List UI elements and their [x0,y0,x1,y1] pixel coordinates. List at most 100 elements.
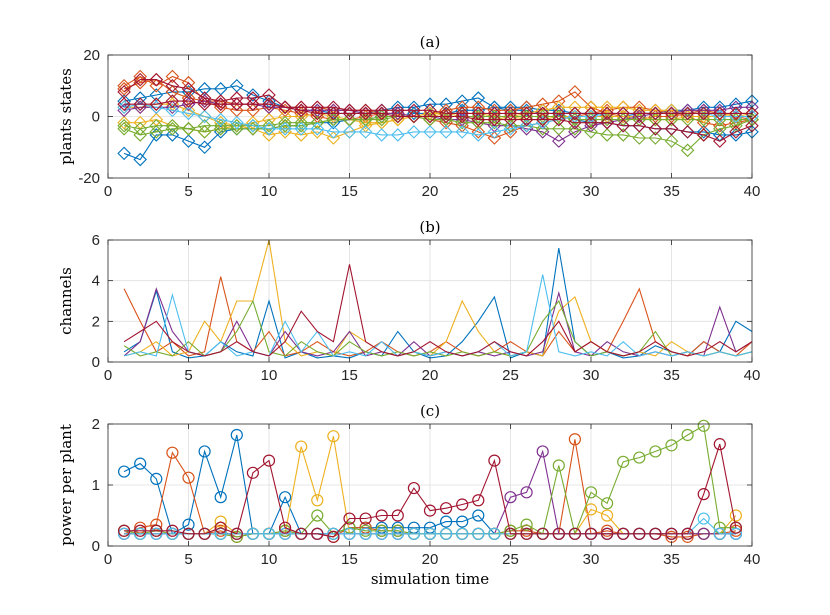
data-point [358,115,373,130]
data-point [648,122,663,136]
data-point [664,122,679,136]
data-point [471,128,486,142]
data-point [326,106,341,121]
data-point [696,125,711,139]
data-point [327,430,340,443]
data-point [230,97,244,111]
data-layer [117,419,743,543]
series-line [124,112,752,133]
data-point [326,125,341,139]
data-point [520,486,533,499]
data-point [696,112,711,127]
x-tick-label: 5 [184,367,192,384]
data-point [117,103,131,118]
data-point [197,97,212,111]
data-point [584,486,598,499]
data-point [535,106,550,121]
data-point [343,512,356,525]
data-point [680,109,695,124]
data-point [423,527,437,540]
data-point [327,530,340,543]
data-point [632,106,647,121]
data-point [664,112,679,127]
data-point [696,103,711,118]
data-point [166,446,179,459]
data-point [165,69,180,84]
data-point [600,524,614,537]
data-point [535,122,550,136]
data-point [681,527,694,540]
data-point [600,497,614,510]
x-tick-label: 35 [663,367,680,384]
data-layer [117,69,759,167]
data-point [358,103,373,118]
data-point [246,466,259,479]
data-point [568,115,582,130]
y-axis-label: plants states [57,68,75,165]
chart-title: (a) [420,33,441,51]
data-point [134,457,147,470]
series-line [123,115,753,151]
data-point [713,109,727,124]
data-point [182,471,195,484]
data-point [117,465,131,478]
x-tick-label: 20 [422,551,439,568]
data-point [230,428,243,442]
x-tick-label: 35 [663,551,680,568]
data-point [456,515,469,528]
data-point [520,527,533,540]
data-point [584,106,598,121]
data-point [488,454,501,467]
data-point [407,527,420,540]
data-point [519,106,534,121]
data-point [487,131,502,145]
data-point [326,109,341,124]
data-point [696,106,711,121]
data-point [391,109,405,124]
data-point [262,97,276,111]
data-point [214,527,227,540]
data-point [504,524,517,537]
data-point [278,100,292,115]
data-point [117,527,131,540]
data-point [311,494,324,507]
data-point [262,118,276,133]
data-point [359,521,372,534]
data-point [230,527,243,540]
data-point [117,100,131,115]
series-line [123,79,753,142]
data-point [279,521,292,534]
y-tick-label: -20 [78,170,100,187]
data-point [343,527,356,540]
x-tick-label: 0 [104,183,112,200]
data-point [535,125,550,139]
data-point [213,112,228,127]
data-point [680,106,695,121]
data-point [375,521,388,534]
data-point [552,122,566,136]
data-point [262,454,276,467]
data-point [584,503,598,516]
y-tick-label: 0 [92,354,100,371]
data-point [568,527,582,540]
data-point [342,106,357,121]
data-point [681,428,694,442]
data-point [584,112,598,127]
data-point [214,491,227,504]
data-point [407,106,421,121]
data-point [311,509,324,522]
data-point [680,125,695,139]
data-point [213,97,228,111]
data-point [568,122,582,136]
data-point [359,524,372,537]
chart-title: (b) [419,218,440,236]
data-point [311,527,324,540]
data-point [487,109,502,124]
data-point [375,527,388,540]
data-point [149,100,164,115]
panel-3: 0 5 10 15 20 25 30 35 40 0 1 2 (c) power per plant sim… [57,402,760,588]
y-axis-label: power per plant [57,424,75,546]
data-point [279,524,292,537]
data-point [471,106,486,121]
